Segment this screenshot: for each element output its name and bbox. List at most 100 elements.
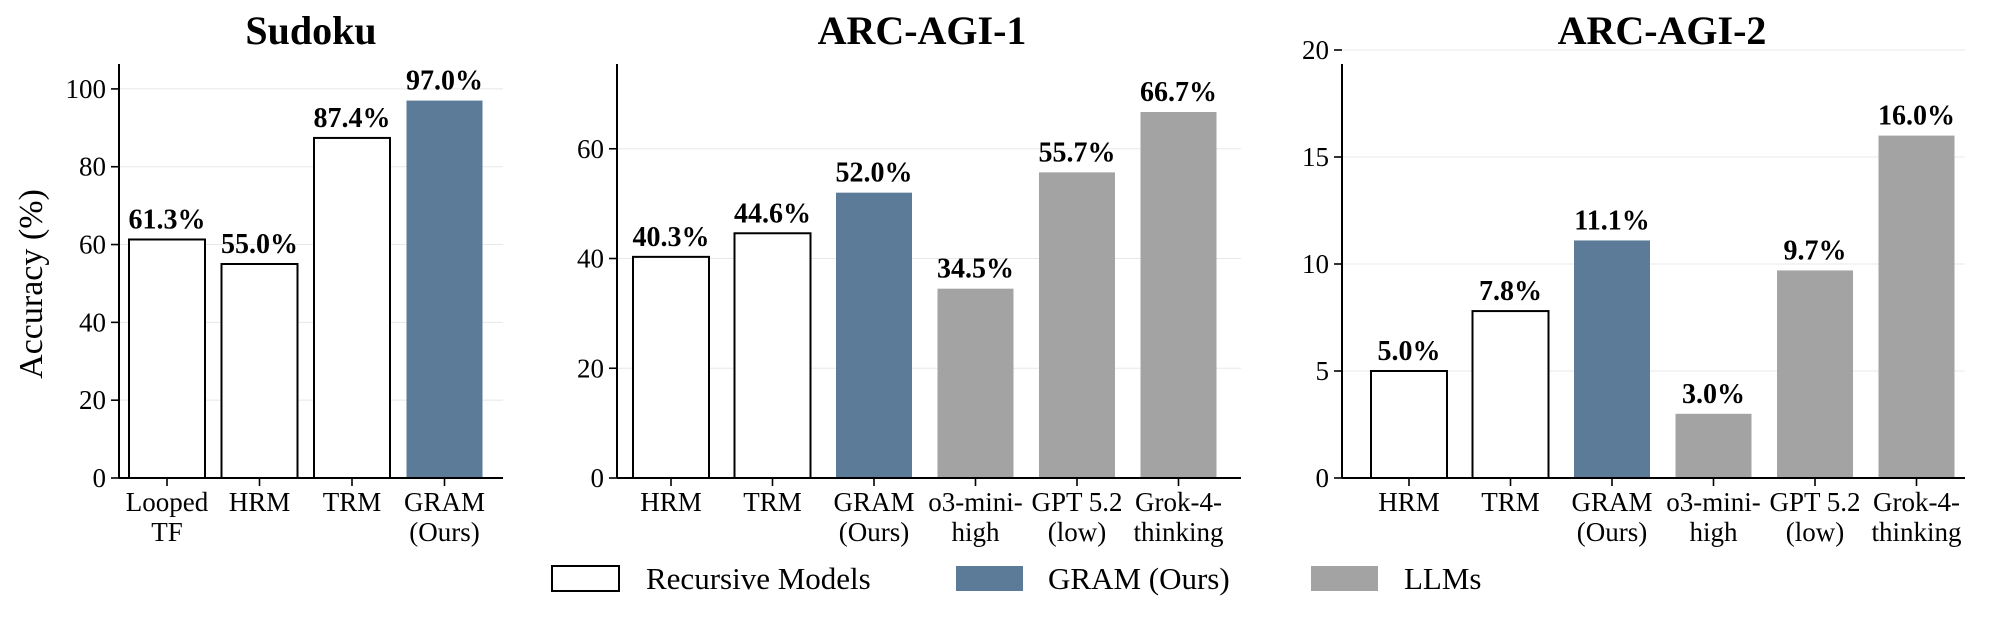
y-tick-label: 0: [93, 463, 107, 493]
data-label: 40.3%: [633, 222, 710, 253]
x-tick-label-line: o3-mini-: [928, 487, 1023, 517]
y-tick-label: 20: [1302, 35, 1329, 65]
legend-item-recursive: Recursive Models: [551, 561, 871, 596]
x-tick-label-line: GPT 5.2: [1769, 487, 1860, 517]
legend-item-llm: LLMs: [1311, 561, 1482, 596]
data-label: 55.0%: [221, 229, 298, 260]
data-label: 97.0%: [406, 66, 483, 97]
y-tick-label: 10: [1302, 249, 1329, 279]
bar: [632, 255, 710, 479]
x-tick-label: o3-mini-high: [928, 487, 1023, 547]
x-tick-label: GRAM (Ours): [404, 487, 485, 547]
bar: [1370, 370, 1448, 479]
data-label: 9.7%: [1784, 235, 1847, 266]
x-tick-label-line: TF: [151, 517, 183, 547]
bar: [1878, 135, 1955, 478]
x-tick-label-line: TRM: [323, 487, 382, 517]
data-label: 44.6%: [734, 198, 811, 229]
legend-label: Recursive Models: [646, 561, 871, 596]
x-tick-label: Grok-4-thinking: [1871, 487, 1961, 547]
data-label: 11.1%: [1574, 205, 1649, 236]
bar: [1039, 172, 1115, 478]
x-tick-label-line: Looped: [126, 487, 209, 517]
x-tick-label-line: high: [1689, 517, 1738, 547]
bar: [313, 136, 391, 479]
x-tick-label-line: high: [951, 517, 1000, 547]
y-tick-label: 0: [591, 463, 605, 493]
x-tick-label: GRAM (Ours): [833, 487, 914, 547]
y-tick-label: 100: [66, 74, 107, 104]
x-tick-label: Looped TF: [126, 487, 209, 547]
x-tick-label: Grok-4-thinking: [1133, 487, 1223, 547]
x-tick-label-line: TRM: [1481, 487, 1540, 517]
y-tick-label: 60: [577, 134, 604, 164]
bar: [1777, 270, 1853, 478]
x-tick-label-line: Grok-4-: [1135, 487, 1222, 517]
y-tick-label: 80: [79, 152, 106, 182]
bar: [220, 263, 299, 479]
x-tick-label-line: GRAM: [1571, 487, 1652, 517]
y-tick-label: 0: [1316, 463, 1330, 493]
bar: [733, 232, 812, 479]
bar: [406, 100, 483, 478]
panel-arc-agi-1: ARC-AGI-1 0 20 40 60 40.3% HRM 44.6% TRM 52.0% GRA…: [577, 8, 1241, 547]
legend-swatch: [956, 566, 1023, 591]
y-tick-label: 20: [577, 353, 604, 383]
x-tick-label-line: GRAM: [404, 487, 485, 517]
x-tick-label: HRM: [1378, 487, 1440, 517]
x-tick-label: GRAM (Ours): [1571, 487, 1652, 547]
y-tick-label: 20: [79, 385, 106, 415]
data-label: 52.0%: [836, 158, 913, 189]
legend-swatch: [1311, 566, 1378, 591]
y-tick-label: 15: [1302, 142, 1329, 172]
x-tick-label: TRM: [323, 487, 382, 517]
bar: [937, 288, 1014, 478]
x-tick-label: TRM: [743, 487, 802, 517]
data-label: 5.0%: [1378, 336, 1441, 367]
x-tick-label: TRM: [1481, 487, 1540, 517]
legend-item-gram: GRAM (Ours): [956, 561, 1230, 596]
x-tick-label-line: TRM: [743, 487, 802, 517]
x-tick-label-line: (low): [1786, 517, 1844, 547]
x-tick-label-line: thinking: [1871, 517, 1961, 547]
x-tick-label-line: HRM: [229, 487, 291, 517]
panel-title: ARC-AGI-1: [818, 8, 1027, 53]
data-label: 7.8%: [1479, 276, 1542, 307]
panel-arc-agi-2: ARC-AGI-2 0 5 10 15 20 5.0% HRM 7.8% TRM 11.1% GRAM…: [1302, 8, 1965, 547]
x-tick-label: HRM: [640, 487, 702, 517]
x-tick-label: HRM: [229, 487, 291, 517]
panel-title: Sudoku: [245, 8, 376, 53]
x-tick-label-line: GRAM: [833, 487, 914, 517]
bar: [1675, 413, 1752, 478]
bar: [836, 192, 912, 478]
x-tick-label-line: (Ours): [839, 517, 909, 547]
y-tick-label: 60: [79, 230, 106, 260]
x-tick-label: GPT 5.2 (low): [1031, 487, 1122, 547]
data-label: 16.0%: [1878, 101, 1955, 132]
x-tick-label: GPT 5.2 (low): [1769, 487, 1860, 547]
panel-sudoku: Sudoku 0 20 40 60 80 100 Accuracy (%) 61.3% Loope…: [13, 8, 503, 547]
x-tick-label-line: GPT 5.2: [1031, 487, 1122, 517]
y-axis-title: Accuracy (%): [13, 189, 50, 379]
bar: [1140, 112, 1217, 478]
y-tick-label: 40: [577, 244, 604, 274]
data-label: 66.7%: [1140, 77, 1217, 108]
y-tick-label: 40: [79, 307, 106, 337]
x-tick-label-line: HRM: [1378, 487, 1440, 517]
panel-title: ARC-AGI-2: [1558, 8, 1767, 53]
y-tick-label: 5: [1316, 356, 1330, 386]
data-label: 87.4%: [314, 103, 391, 134]
x-tick-label-line: HRM: [640, 487, 702, 517]
legend-swatch: [551, 565, 620, 592]
legend-label: GRAM (Ours): [1048, 561, 1230, 596]
data-label: 34.5%: [937, 254, 1014, 285]
bar: [1574, 240, 1650, 478]
bar: [128, 238, 206, 479]
x-tick-label-line: thinking: [1133, 517, 1223, 547]
x-tick-label-line: o3-mini-: [1666, 487, 1761, 517]
legend: Recursive Models GRAM (Ours) LLMs: [551, 561, 1482, 596]
data-label: 55.7%: [1039, 137, 1116, 168]
bar: [1471, 310, 1550, 479]
